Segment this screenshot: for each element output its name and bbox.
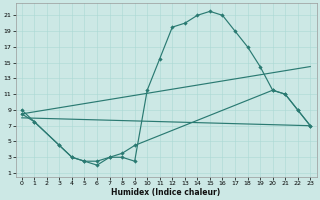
X-axis label: Humidex (Indice chaleur): Humidex (Indice chaleur) <box>111 188 221 197</box>
